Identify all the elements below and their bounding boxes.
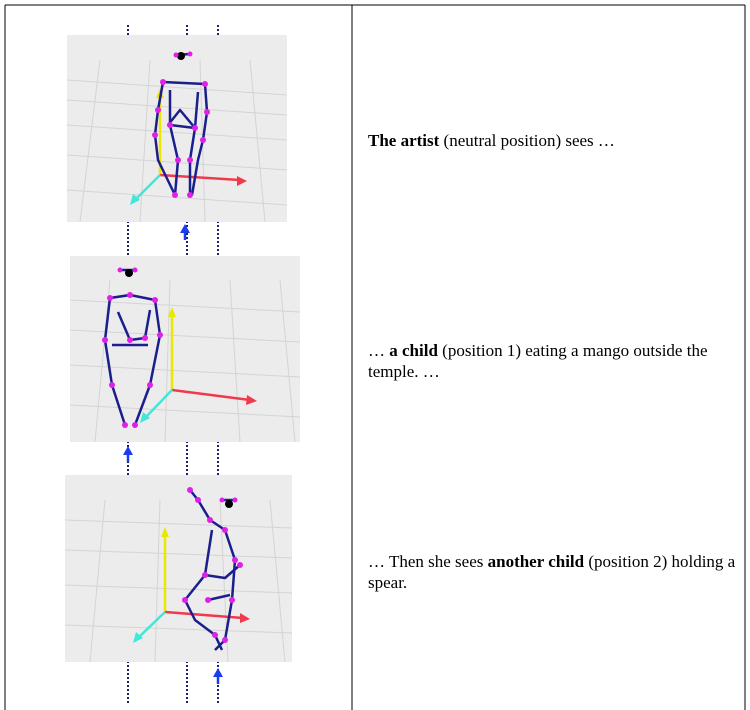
- caption: The artist (neutral position) sees …: [368, 130, 738, 151]
- text: (position 1) eating a mango outside the …: [368, 341, 708, 381]
- text: (position 2) holding a spear.: [368, 552, 736, 592]
- text: …: [368, 341, 390, 360]
- text: … Then she sees: [368, 552, 488, 571]
- render-panel: [64, 475, 293, 663]
- position-arrow: [123, 446, 133, 462]
- render-panel: [66, 35, 288, 223]
- bold-text: The artist: [368, 131, 440, 150]
- text: (neutral position) sees …: [439, 131, 615, 150]
- caption: … a child (position 1) eating a mango ou…: [368, 340, 738, 382]
- caption: … Then she sees another child (position …: [368, 551, 738, 593]
- position-arrow: [213, 668, 223, 684]
- render-panel: [69, 256, 301, 443]
- position-arrow: [180, 224, 190, 240]
- bold-text: a child: [389, 341, 438, 360]
- bold-text: another child: [487, 552, 585, 571]
